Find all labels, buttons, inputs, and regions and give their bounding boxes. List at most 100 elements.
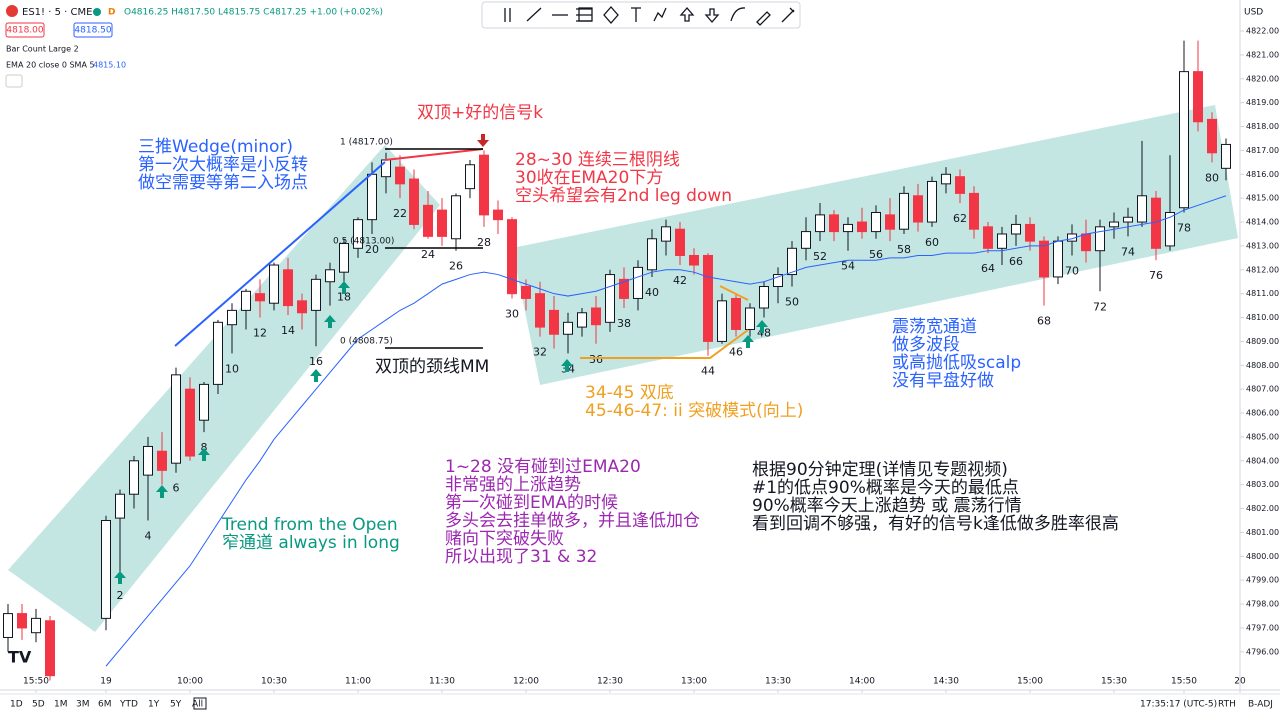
candle-body <box>395 166 405 185</box>
path-tool[interactable] <box>603 6 619 24</box>
candle-body <box>1109 221 1119 228</box>
candle-body <box>619 278 629 299</box>
range-button[interactable]: 1M <box>54 700 68 710</box>
y-tick-label: 4802.00 <box>1246 504 1279 513</box>
candle-body <box>899 192 909 230</box>
collapse-button[interactable] <box>5 74 23 88</box>
eyedropper-tool[interactable] <box>781 7 795 23</box>
candle-body <box>1011 223 1021 235</box>
candle-body <box>283 269 293 307</box>
bar-count: 78 <box>1177 221 1191 234</box>
candle-body <box>633 266 643 299</box>
range-button[interactable]: 1Y <box>148 700 160 710</box>
candle-body <box>1039 240 1049 278</box>
range-button[interactable]: 5D <box>32 700 45 710</box>
axis-ticks: 4796.00 4797.00 4798.00 4799.00 4800.00 4801.… <box>23 27 1279 693</box>
bar-count: 64 <box>981 262 995 275</box>
up-arrow <box>324 315 336 328</box>
down-arrow <box>477 134 489 147</box>
pattern-tool[interactable] <box>653 7 667 22</box>
drag-handle[interactable] <box>504 8 511 22</box>
annotation: 1~28 没有碰到过EMA20 <box>445 457 641 477</box>
bar-count: 76 <box>1149 269 1163 282</box>
bar-count: 50 <box>785 296 799 309</box>
candle-body <box>815 214 825 233</box>
y-tick-label: 4815.00 <box>1246 194 1279 203</box>
annotation: 没有早盘好做 <box>892 371 994 391</box>
annotation: 第一次碰到EMA的时候 <box>445 493 618 513</box>
candle-body <box>171 374 181 464</box>
indicator: Bar Count Large 2 <box>6 45 79 54</box>
annotation: 34-45 双底 <box>585 383 674 403</box>
candle-body <box>983 226 993 249</box>
candle-body <box>563 321 573 335</box>
x-tick-label: 15:00 <box>1017 677 1043 687</box>
rect-tool[interactable] <box>578 7 593 22</box>
candle-body <box>1151 197 1161 249</box>
annotation: 所以出现了31 & 32 <box>445 547 597 567</box>
double-bottom-line <box>580 329 749 359</box>
x-tick-label: 20 <box>1234 677 1246 687</box>
bar-count: 16 <box>309 355 323 368</box>
y-tick-label: 4799.00 <box>1246 576 1279 585</box>
bar-count: 12 <box>253 327 267 340</box>
ohlc: O4816.25 H4817.50 L4815.75 C4817.25 +1.0… <box>124 8 383 18</box>
y-tick-label: 4809.00 <box>1246 337 1279 346</box>
y-tick-label: 4814.00 <box>1246 218 1279 227</box>
arrow-down-tool[interactable] <box>704 8 720 23</box>
bar-count: 52 <box>813 250 827 263</box>
brush-tool[interactable] <box>756 11 771 26</box>
candle-body <box>465 164 475 190</box>
candle-body <box>493 209 503 221</box>
up-arrow <box>114 571 126 584</box>
candle-body <box>157 450 167 471</box>
bar-count: 8 <box>201 441 208 454</box>
bar-count: 70 <box>1065 264 1079 277</box>
session[interactable]: RTH <box>1218 700 1236 710</box>
range-button[interactable]: All <box>192 700 203 710</box>
annotation: #1的低点90%概率是今天的最低点 <box>752 478 1019 498</box>
annotation: 震荡宽通道 <box>892 317 977 337</box>
bar-count: 20 <box>365 243 379 256</box>
candle-body <box>1081 233 1091 252</box>
candles: 2468101214161820222426283032343638404244… <box>3 40 1231 681</box>
candle-body <box>591 307 601 326</box>
candle-body <box>479 154 489 216</box>
bid-box[interactable] <box>5 22 45 38</box>
bar-count: 40 <box>645 286 659 299</box>
range-button[interactable]: 1D <box>10 700 23 710</box>
ema-line <box>105 195 1227 667</box>
range-button[interactable]: 3M <box>76 700 90 710</box>
candle-body <box>255 293 265 302</box>
trend-line-tool[interactable] <box>526 7 542 22</box>
x-tick-label: 13:30 <box>765 677 791 687</box>
curve-tool[interactable] <box>730 7 746 22</box>
candle-body <box>437 209 447 237</box>
y-tick-label: 4813.00 <box>1246 241 1279 250</box>
candle-body <box>297 300 307 314</box>
y-tick-label: 4818.00 <box>1246 122 1279 131</box>
candle-body <box>367 173 377 221</box>
candle-body <box>997 233 1007 249</box>
candle-body <box>409 178 419 225</box>
candle-body <box>955 176 965 194</box>
range-button[interactable]: 5Y <box>170 700 182 710</box>
date-range-button[interactable] <box>193 697 207 710</box>
adjust[interactable]: B-ADJ <box>1248 700 1273 710</box>
range-button[interactable]: 6M <box>98 700 112 710</box>
candle-body <box>941 173 951 185</box>
fib-label: 0.5 (4813.00) <box>333 237 394 247</box>
arrow-up-tool[interactable] <box>679 7 695 22</box>
bar-count: 22 <box>393 207 407 220</box>
text-tool[interactable] <box>631 7 641 22</box>
range-button[interactable]: YTD <box>119 700 138 710</box>
candle-body <box>843 223 853 233</box>
bar-count: 60 <box>925 236 939 249</box>
ask: 4818.50 <box>74 26 111 36</box>
annotation: 根据90分钟定理(详情见专题视频) <box>752 460 1008 480</box>
candle-body <box>801 231 811 249</box>
candle-body <box>311 278 321 311</box>
fib-label: 1 (4817.00) <box>340 138 393 148</box>
ask-box[interactable] <box>73 22 113 38</box>
candle-body <box>535 293 545 328</box>
